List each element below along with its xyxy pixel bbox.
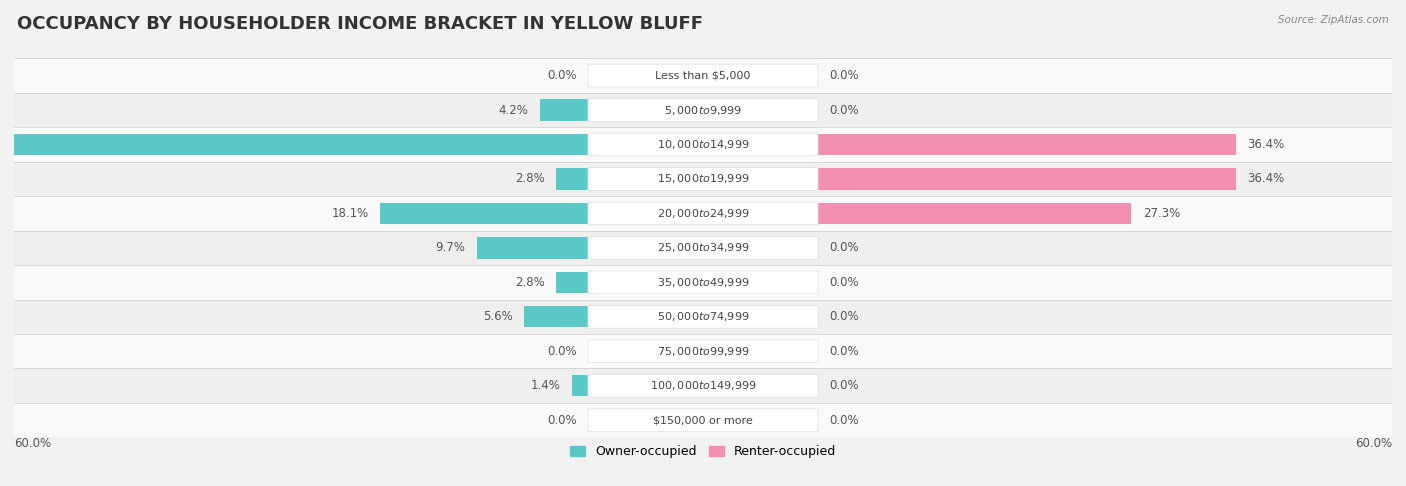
Bar bbox=[14, 265, 1392, 299]
FancyBboxPatch shape bbox=[588, 99, 818, 122]
Text: $50,000 to $74,999: $50,000 to $74,999 bbox=[657, 310, 749, 323]
Bar bbox=[818, 168, 1236, 190]
Text: 4.2%: 4.2% bbox=[499, 104, 529, 117]
Bar bbox=[555, 168, 588, 190]
Bar bbox=[818, 203, 1132, 224]
Text: 0.0%: 0.0% bbox=[830, 310, 859, 323]
Bar bbox=[14, 93, 1392, 127]
FancyBboxPatch shape bbox=[588, 237, 818, 259]
Bar bbox=[14, 196, 1392, 231]
FancyBboxPatch shape bbox=[588, 168, 818, 191]
Text: 60.0%: 60.0% bbox=[1355, 437, 1392, 451]
Bar bbox=[14, 127, 1392, 162]
Text: 18.1%: 18.1% bbox=[332, 207, 368, 220]
Text: Less than $5,000: Less than $5,000 bbox=[655, 70, 751, 81]
Text: $10,000 to $14,999: $10,000 to $14,999 bbox=[657, 138, 749, 151]
Text: Source: ZipAtlas.com: Source: ZipAtlas.com bbox=[1278, 15, 1389, 25]
Text: 0.0%: 0.0% bbox=[830, 379, 859, 392]
FancyBboxPatch shape bbox=[588, 340, 818, 363]
Text: 0.0%: 0.0% bbox=[547, 345, 576, 358]
Text: 0.0%: 0.0% bbox=[830, 276, 859, 289]
Bar bbox=[572, 375, 588, 397]
Text: 1.4%: 1.4% bbox=[530, 379, 561, 392]
Text: 36.4%: 36.4% bbox=[1247, 138, 1285, 151]
Text: 9.7%: 9.7% bbox=[436, 242, 465, 254]
Text: 5.6%: 5.6% bbox=[482, 310, 512, 323]
Bar bbox=[14, 231, 1392, 265]
Text: $100,000 to $149,999: $100,000 to $149,999 bbox=[650, 379, 756, 392]
Text: 27.3%: 27.3% bbox=[1143, 207, 1180, 220]
Text: 0.0%: 0.0% bbox=[547, 69, 576, 82]
Bar bbox=[555, 272, 588, 293]
Bar bbox=[818, 134, 1236, 155]
FancyBboxPatch shape bbox=[588, 305, 818, 328]
FancyBboxPatch shape bbox=[588, 202, 818, 225]
Text: 0.0%: 0.0% bbox=[830, 242, 859, 254]
FancyBboxPatch shape bbox=[588, 133, 818, 156]
Text: 0.0%: 0.0% bbox=[830, 104, 859, 117]
Text: $15,000 to $19,999: $15,000 to $19,999 bbox=[657, 173, 749, 186]
Text: $25,000 to $34,999: $25,000 to $34,999 bbox=[657, 242, 749, 254]
Bar bbox=[524, 306, 588, 328]
FancyBboxPatch shape bbox=[588, 374, 818, 397]
Text: 0.0%: 0.0% bbox=[547, 414, 576, 427]
Text: $75,000 to $99,999: $75,000 to $99,999 bbox=[657, 345, 749, 358]
FancyBboxPatch shape bbox=[588, 271, 818, 294]
Text: 0.0%: 0.0% bbox=[830, 345, 859, 358]
Text: 0.0%: 0.0% bbox=[830, 414, 859, 427]
Bar bbox=[14, 58, 1392, 93]
Legend: Owner-occupied, Renter-occupied: Owner-occupied, Renter-occupied bbox=[565, 440, 841, 463]
Bar bbox=[477, 237, 588, 259]
Text: $150,000 or more: $150,000 or more bbox=[654, 415, 752, 425]
Text: 2.8%: 2.8% bbox=[515, 173, 544, 186]
Text: 2.8%: 2.8% bbox=[515, 276, 544, 289]
Text: $5,000 to $9,999: $5,000 to $9,999 bbox=[664, 104, 742, 117]
Text: 0.0%: 0.0% bbox=[830, 69, 859, 82]
Bar bbox=[14, 403, 1392, 437]
FancyBboxPatch shape bbox=[588, 64, 818, 87]
Bar bbox=[14, 162, 1392, 196]
Bar bbox=[381, 203, 588, 224]
Text: $20,000 to $24,999: $20,000 to $24,999 bbox=[657, 207, 749, 220]
Bar bbox=[14, 334, 1392, 368]
Text: 60.0%: 60.0% bbox=[14, 437, 51, 451]
Bar bbox=[540, 99, 588, 121]
Text: $35,000 to $49,999: $35,000 to $49,999 bbox=[657, 276, 749, 289]
Bar bbox=[0, 134, 588, 155]
Bar bbox=[14, 368, 1392, 403]
Text: OCCUPANCY BY HOUSEHOLDER INCOME BRACKET IN YELLOW BLUFF: OCCUPANCY BY HOUSEHOLDER INCOME BRACKET … bbox=[17, 15, 703, 33]
FancyBboxPatch shape bbox=[588, 409, 818, 432]
Text: 36.4%: 36.4% bbox=[1247, 173, 1285, 186]
Bar bbox=[14, 299, 1392, 334]
